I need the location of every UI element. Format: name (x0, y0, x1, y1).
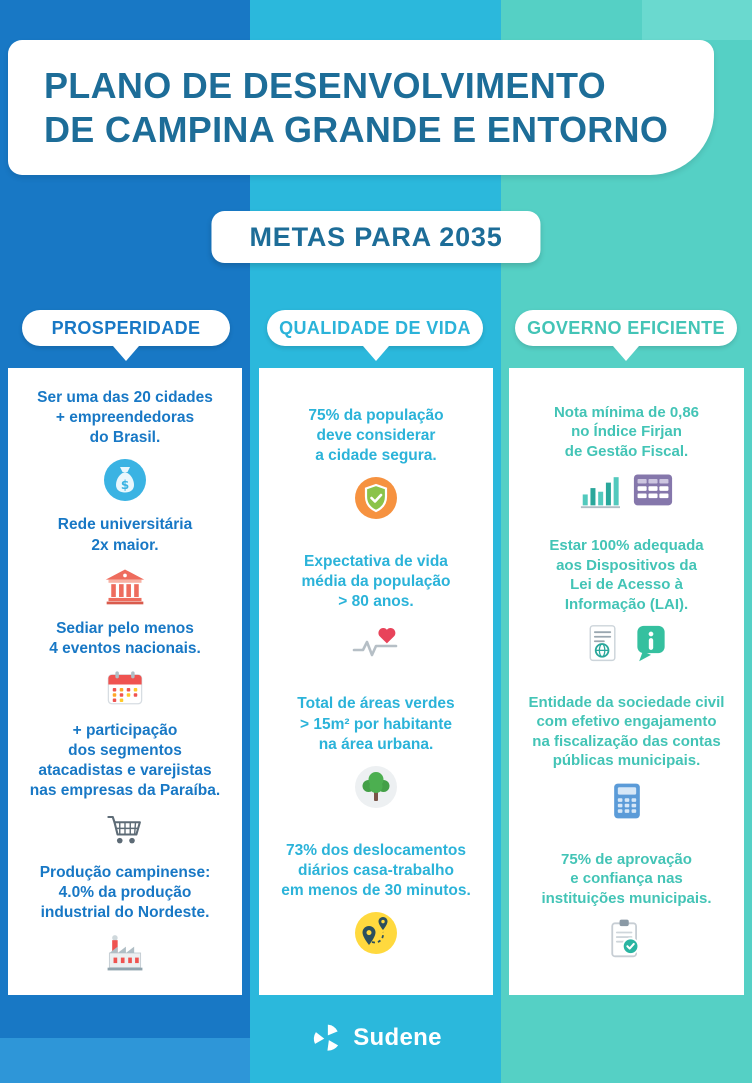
accent-bottom-left (0, 1038, 250, 1083)
clipboard-check-icon (604, 916, 648, 960)
goal-text: 75% de aprovação e confiança nas institu… (541, 850, 712, 907)
footer-logo-text: Sudene (353, 1024, 442, 1051)
goal-icons (578, 469, 676, 509)
calendar-icon (104, 667, 146, 709)
page-title: PLANO DE DESENVOLVIMENTO DE CAMPINA GRAN… (44, 64, 669, 150)
goal-text: Rede universitária 2x maior. (57, 516, 193, 554)
goal-item: Rede universitária 2x maior. (58, 515, 192, 607)
goal-text: Ser uma das 20 cidades + empreendedoras … (37, 388, 213, 446)
info-bubble-icon (631, 622, 671, 666)
svg-text:$: $ (121, 478, 129, 492)
goal-text: Total de áreas verdes > 15m² por habitan… (297, 695, 455, 753)
route-pins-icon (352, 909, 400, 957)
panel-governo-eficiente: Nota mínima de 0,86 no Índice Firjan de … (509, 368, 744, 995)
factory-icon (103, 931, 147, 975)
pointer-triangle-qualidade (363, 346, 389, 361)
goal-item: 75% da população deve considerar a cidad… (308, 406, 444, 522)
shield-icon (352, 474, 400, 522)
money-bag-icon: $ (101, 456, 149, 504)
column-header-prosperidade: PROSPERIDADE (22, 310, 230, 346)
header-card: PLANO DE DESENVOLVIMENTO DE CAMPINA GRAN… (8, 40, 714, 175)
goal-item: + participação dos segmentos atacadistas… (30, 721, 220, 852)
goal-item: Produção campinense: 4.0% da produção in… (39, 863, 211, 975)
goal-text: 75% da população deve considerar a cidad… (308, 406, 444, 465)
goal-text: Produção campinense: 4.0% da produção in… (39, 864, 211, 922)
spreadsheet-icon (630, 469, 676, 509)
goal-text: Entidade da sociedade civil com efetivo … (528, 693, 725, 770)
university-icon (103, 564, 147, 608)
goal-item: 75% de aprovação e confiança nas institu… (541, 850, 712, 961)
goal-item: Ser uma das 20 cidades + empreendedoras … (37, 388, 213, 504)
goal-item: Entidade da sociedade civil com efetivo … (528, 693, 725, 823)
goal-icons (583, 622, 671, 666)
goal-item: Total de áreas verdes > 15m² por habitan… (297, 694, 455, 811)
banner-metas: METAS PARA 2035 (211, 211, 541, 263)
goal-text: Expectativa de vida média da população >… (301, 553, 451, 611)
goal-item: Nota mínima de 0,86 no Índice Firjan de … (554, 403, 699, 510)
column-header-qualidade-de-vida: QUALIDADE DE VIDA (267, 310, 483, 346)
heartbeat-icon (352, 621, 400, 665)
goal-text: 73% dos deslocamentos diários casa-traba… (281, 841, 471, 899)
goal-item: Estar 100% adequada aos Dispositivos da … (549, 536, 704, 666)
goal-text: Estar 100% adequada aos Dispositivos da … (549, 537, 704, 613)
goal-item: Expectativa de vida média da população >… (301, 552, 451, 665)
calculator-icon (605, 779, 649, 823)
panel-prosperidade: Ser uma das 20 cidades + empreendedoras … (8, 368, 242, 995)
panel-qualidade-de-vida: 75% da população deve considerar a cidad… (259, 368, 493, 995)
sudene-logo-icon (309, 1022, 345, 1054)
goal-item: 73% dos deslocamentos diários casa-traba… (281, 841, 471, 957)
footer-logo: Sudene (250, 1022, 501, 1054)
pointer-triangle-prosperidade (113, 346, 139, 361)
document-globe-icon (583, 622, 623, 666)
column-header-governo-eficiente: GOVERNO EFICIENTE (515, 310, 737, 346)
accent-top-right (642, 0, 752, 40)
goal-text: Sediar pelo menos 4 eventos nacionais. (49, 620, 201, 658)
shopping-cart-icon (104, 810, 146, 852)
pointer-triangle-governo (613, 346, 639, 361)
tree-icon (352, 763, 400, 811)
goal-text: Nota mínima de 0,86 no Índice Firjan de … (553, 403, 700, 460)
goal-item: Sediar pelo menos 4 eventos nacionais. (49, 619, 201, 709)
goal-text: + participação dos segmentos atacadistas… (29, 721, 221, 800)
banner-label: METAS PARA 2035 (249, 221, 503, 252)
bar-chart-icon (578, 469, 622, 509)
